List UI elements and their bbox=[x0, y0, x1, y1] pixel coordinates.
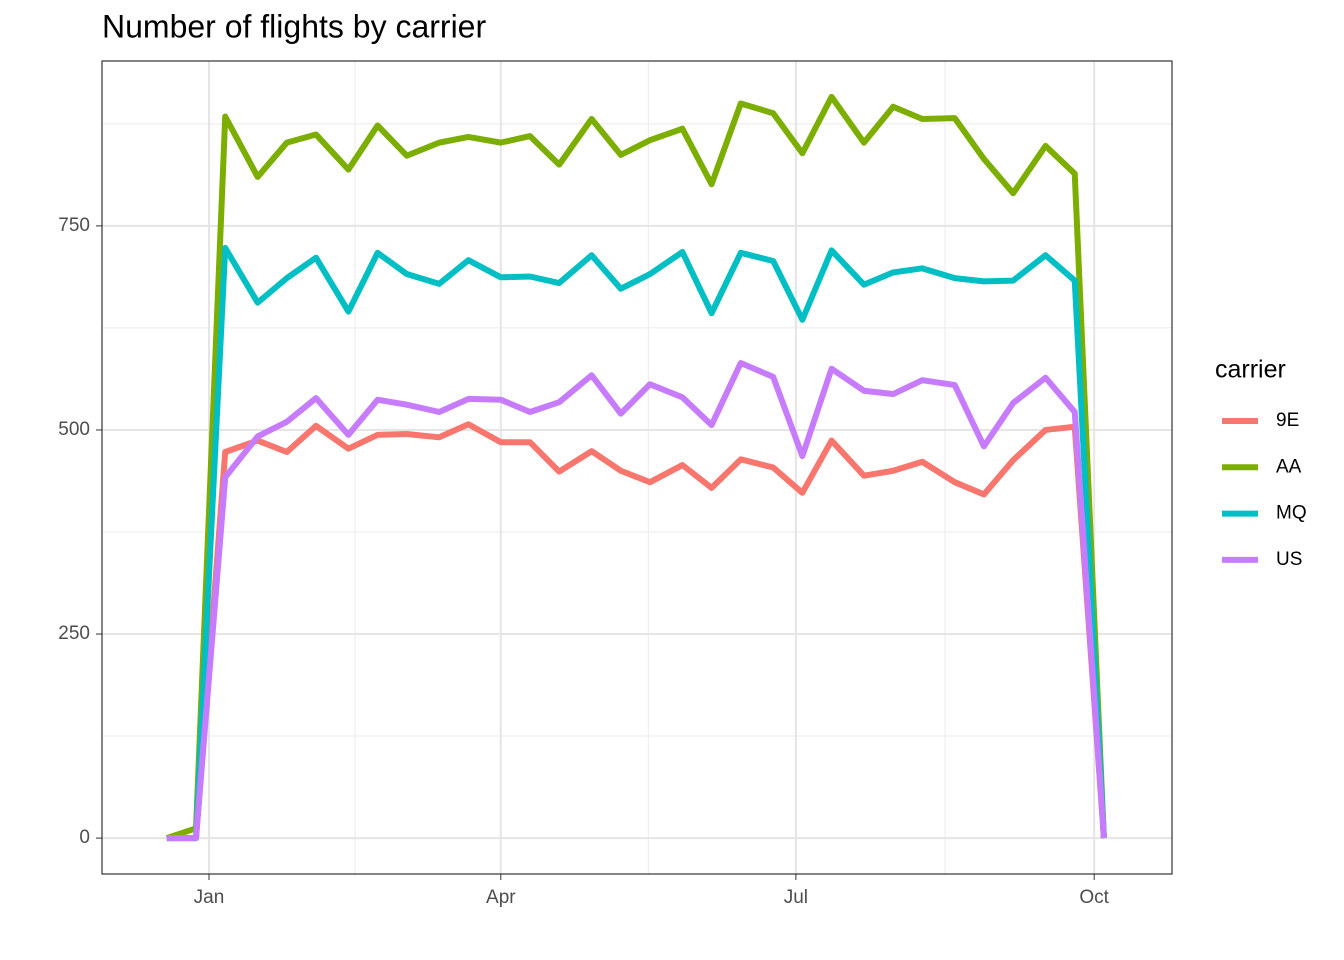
x-tick-label: Oct bbox=[1079, 887, 1109, 908]
series-line bbox=[166, 360, 1107, 842]
x-tick-label: Jan bbox=[194, 887, 225, 908]
x-tick-label: Jul bbox=[784, 887, 808, 908]
legend-label: AA bbox=[1276, 456, 1302, 477]
series-line bbox=[165, 93, 1107, 841]
series-line bbox=[166, 244, 1107, 842]
legend-title: carrier bbox=[1215, 356, 1286, 384]
legend-label: 9E bbox=[1276, 410, 1299, 431]
series-line bbox=[166, 421, 1107, 842]
y-tick-label: 750 bbox=[58, 215, 90, 236]
panel-border bbox=[101, 60, 1173, 875]
y-tick-label: 500 bbox=[58, 419, 90, 440]
x-tick-label: Apr bbox=[486, 887, 516, 908]
y-tick-label: 250 bbox=[58, 623, 90, 644]
legend-label: US bbox=[1276, 549, 1302, 570]
y-tick-label: 0 bbox=[79, 827, 90, 848]
legend-label: MQ bbox=[1276, 503, 1307, 524]
chart-title: Number of flights by carrier bbox=[102, 8, 486, 44]
